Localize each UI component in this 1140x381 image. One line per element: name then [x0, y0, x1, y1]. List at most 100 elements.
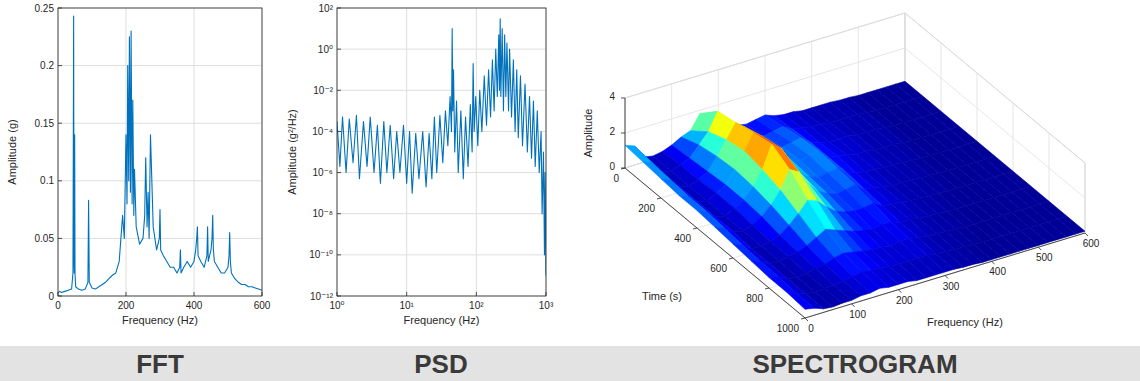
surface-patch	[661, 179, 688, 196]
tick-label: 300	[943, 281, 960, 292]
tick-mark	[194, 292, 195, 296]
tick-mark	[337, 172, 341, 173]
tick-mark	[58, 65, 62, 66]
tick-mark	[1085, 233, 1088, 236]
tick-mark	[621, 168, 625, 169]
grid-line	[672, 154, 852, 304]
data-group	[58, 16, 262, 292]
tick-mark	[801, 318, 805, 319]
tick-label: 600	[254, 300, 271, 311]
floor	[625, 83, 1085, 318]
grid-line	[406, 8, 407, 296]
axis-title: Frequency (Hz)	[122, 314, 198, 326]
tick-label: 10⁻¹⁰	[309, 249, 333, 260]
panel-caption: PSD	[414, 349, 467, 379]
tick-mark	[945, 276, 948, 279]
tick-label: 400	[186, 300, 203, 311]
surface-patch	[733, 244, 760, 261]
grid-line	[476, 8, 477, 296]
tick-label: 0	[55, 300, 61, 311]
tick-mark	[546, 292, 547, 296]
tick-label: 10⁻⁶	[312, 167, 333, 178]
tick-label: 10⁰	[329, 300, 344, 311]
tick-label: 10⁻²	[313, 85, 333, 96]
grid-line	[718, 140, 898, 290]
grid-line	[905, 48, 1085, 198]
grid-line	[337, 254, 546, 255]
tick-label: 10⁰	[318, 44, 333, 55]
tick-label: 10⁻¹²	[310, 291, 334, 302]
panel-line: 020040060000.050.10.150.20.25Frequency (…	[6, 3, 271, 327]
tick-mark	[337, 131, 341, 132]
tick-mark	[765, 288, 769, 289]
tick-mark	[58, 8, 62, 9]
tick-mark	[337, 296, 341, 297]
tick-label: 600	[710, 263, 727, 274]
tick-mark	[1038, 247, 1041, 250]
grid-line	[58, 65, 262, 66]
spectrum-line	[58, 16, 262, 292]
grid-line	[858, 97, 1038, 247]
grid-line	[58, 123, 262, 124]
data-group	[625, 81, 1085, 309]
axis-title: Amplitude	[582, 109, 594, 158]
tick-mark	[126, 292, 127, 296]
surface-patch	[715, 227, 742, 244]
spectrum-line	[337, 19, 546, 276]
figure: 020040060000.050.10.150.20.25Frequency (…	[0, 0, 1140, 381]
tick-label: 200	[638, 203, 655, 214]
tick-mark	[898, 290, 901, 293]
tick-mark	[729, 258, 733, 259]
tick-mark	[476, 292, 477, 296]
tick-mark	[805, 318, 808, 321]
tick-mark	[621, 168, 625, 169]
grid-line	[625, 48, 905, 133]
tick-label: 10¹	[399, 300, 414, 311]
tick-label: 4	[609, 91, 615, 102]
tick-mark	[337, 292, 338, 296]
grid-line	[337, 49, 546, 50]
tick-label: 0	[613, 173, 619, 184]
panel-line: 10⁰10¹10²10³10⁻¹²10⁻¹⁰10⁻⁸10⁻⁶10⁻⁴10⁻²10…	[286, 3, 554, 327]
tick-label: 0.1	[40, 175, 54, 186]
grid-line	[905, 13, 1085, 163]
tick-mark	[852, 304, 855, 307]
plot-frame	[58, 8, 262, 296]
surface-patch	[679, 196, 706, 212]
axis-title: Frequency (Hz)	[404, 314, 480, 326]
tick-mark	[337, 8, 341, 9]
tick-label: 0	[609, 161, 615, 172]
tick-label: 0	[808, 323, 814, 334]
tick-mark	[621, 98, 625, 99]
tick-mark	[58, 296, 62, 297]
grid-line	[625, 168, 805, 318]
tick-mark	[58, 292, 59, 296]
panel-caption: SPECTROGRAM	[752, 349, 957, 379]
grid-line	[194, 8, 195, 296]
grid-line	[905, 83, 1085, 233]
grid-line	[625, 13, 905, 98]
tick-label: 1000	[777, 323, 800, 334]
tick-mark	[693, 228, 697, 229]
tick-label: 600	[1083, 238, 1100, 249]
data-group	[337, 19, 546, 276]
plot-frame	[337, 8, 546, 296]
tick-label: 200	[118, 300, 135, 311]
tick-label: 800	[746, 293, 763, 304]
axis-line	[625, 168, 805, 318]
tick-label: 500	[1036, 252, 1053, 263]
tick-label: 10⁻⁸	[312, 208, 333, 219]
tick-label: 200	[896, 295, 913, 306]
tick-label: 0.15	[35, 118, 55, 129]
tick-label: 2	[609, 126, 615, 137]
grid-line	[765, 126, 945, 276]
surface-patch	[643, 162, 670, 179]
tick-mark	[992, 261, 995, 264]
grid-line	[812, 111, 992, 261]
axis-title: Amplitude (g)	[6, 119, 18, 184]
tick-label: 0	[48, 291, 54, 302]
tick-label: 400	[674, 233, 691, 244]
panel-caption: FFT	[136, 349, 184, 379]
surface-patch	[769, 276, 796, 293]
plot-background	[337, 8, 546, 296]
